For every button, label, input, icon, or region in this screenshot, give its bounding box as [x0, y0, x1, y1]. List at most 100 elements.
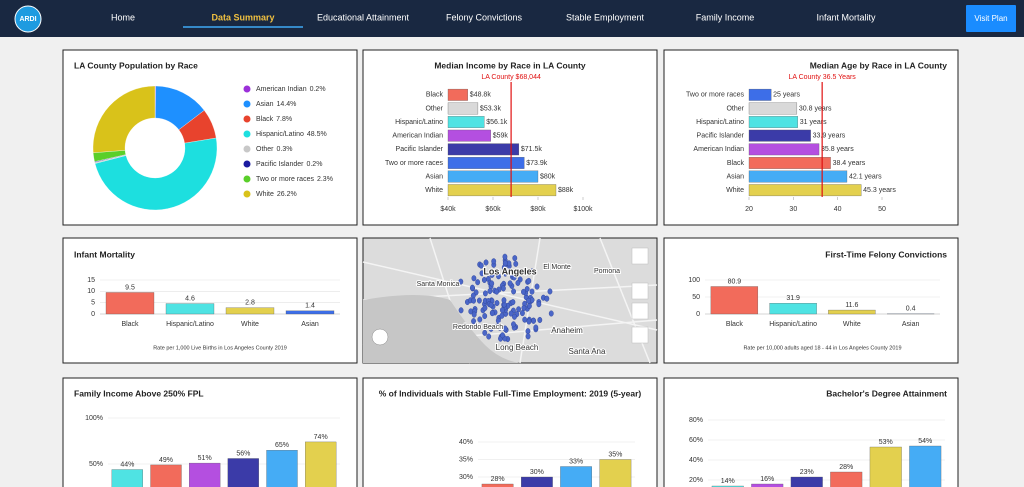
value-label: $56.1k [486, 119, 508, 126]
map-point [483, 259, 489, 266]
value-label: $71.5k [521, 146, 543, 153]
map-point [491, 258, 497, 265]
chart-title: % of Individuals with Stable Full-Time E… [379, 388, 642, 398]
value-label: 25 years [773, 92, 800, 99]
nav-item[interactable]: Family Income [696, 12, 755, 22]
category-label: Asian [726, 173, 744, 180]
map-point [529, 268, 535, 275]
legend-value: 7.8% [276, 116, 292, 123]
value-label: 42.1 years [849, 173, 882, 180]
map-point [487, 288, 493, 295]
nav-item[interactable]: Stable Employment [566, 12, 645, 22]
legend-swatch [243, 85, 251, 93]
value-label: 9.5 [125, 284, 135, 291]
footnote: Rate per 10,000 adults aged 18 - 44 in L… [743, 345, 901, 351]
map-control [631, 282, 649, 300]
bar [447, 88, 468, 101]
category-label: White [425, 187, 443, 194]
value-label: 30.8 years [799, 105, 832, 112]
map-point [548, 310, 554, 317]
legend-label: Hispanic/Latino [256, 131, 304, 138]
bar [769, 303, 817, 315]
map-point [495, 317, 501, 324]
category-label: Hispanic/Latino [395, 119, 443, 126]
bar [111, 469, 143, 487]
value-label: 54% [918, 438, 932, 445]
y-tick-label: 5 [91, 300, 95, 307]
map-label: Santa Ana [569, 347, 606, 356]
map-point [510, 299, 516, 306]
map-point [458, 278, 464, 285]
value-label: 30% [530, 469, 544, 476]
bar [447, 143, 520, 156]
value-label: 2.8 [245, 299, 255, 306]
map-point [526, 318, 532, 325]
map-point [544, 295, 550, 302]
map-point [547, 288, 553, 295]
map-point [508, 310, 514, 317]
map-label: Anaheim [551, 326, 583, 335]
legend-value: 14.4% [277, 101, 297, 108]
map-point [521, 288, 526, 295]
map-point [537, 316, 543, 323]
map-point [482, 305, 488, 312]
map-label: El Monte [543, 264, 571, 271]
x-tick-label: Asian [301, 321, 319, 328]
legend-value: 26.2% [277, 191, 297, 198]
logo[interactable] [14, 5, 42, 33]
x-tick-label: Hispanic/Latino [166, 321, 214, 328]
visit-plan-button[interactable] [966, 5, 1016, 32]
value-label: 16% [760, 476, 774, 483]
chart-title: Family Income Above 250% FPL [74, 388, 204, 398]
map-point [516, 306, 521, 313]
coastline [363, 295, 520, 363]
bar [105, 292, 155, 315]
bar [227, 458, 259, 487]
nav-item[interactable]: Felony Convictions [446, 12, 523, 22]
map-point [521, 304, 527, 311]
nav-item[interactable]: Data Summary [211, 12, 274, 22]
value-label: 28% [491, 476, 505, 483]
legend-label: Black [256, 116, 274, 123]
map-point [527, 302, 532, 309]
bar [748, 116, 798, 128]
map-point [471, 311, 477, 318]
bar [748, 170, 848, 183]
value-label: 23% [800, 469, 814, 476]
value-label: 11.6 [845, 302, 858, 309]
map-point [502, 260, 508, 267]
category-label: Two or more races [686, 92, 744, 99]
legend-swatch [243, 145, 251, 153]
y-tick-label: 0 [696, 311, 700, 318]
x-tick-label: 20 [745, 206, 753, 213]
value-label: $73.9k [526, 160, 548, 167]
bar [790, 476, 823, 487]
category-label: Two or more races [385, 160, 443, 167]
y-tick-label: 100% [85, 415, 103, 422]
bar [165, 303, 215, 315]
bar [748, 102, 798, 115]
nav-item[interactable]: Home [111, 12, 135, 22]
category-label: Pacific Islander [697, 133, 745, 140]
nav-item[interactable]: Infant Mortality [816, 12, 876, 22]
map-point [486, 333, 492, 340]
map-label: Santa Monica [417, 281, 460, 288]
bar [447, 157, 525, 169]
y-tick-label: 0 [91, 311, 95, 318]
map-control [631, 302, 649, 320]
map-point [471, 275, 477, 282]
value-label: $88k [558, 187, 574, 194]
category-label: Black [727, 160, 745, 167]
value-label: 14% [721, 478, 735, 485]
bar [748, 157, 831, 169]
nav-item[interactable]: Educational Attainment [317, 12, 410, 22]
map-point [489, 310, 495, 317]
value-label: 33.9 years [813, 133, 846, 140]
category-label: American Indian [693, 146, 744, 153]
legend-value: 48.5% [307, 131, 327, 138]
map-point [529, 288, 535, 295]
y-tick-label: 50 [692, 294, 700, 301]
map-point [471, 318, 476, 325]
map-point [525, 333, 531, 340]
